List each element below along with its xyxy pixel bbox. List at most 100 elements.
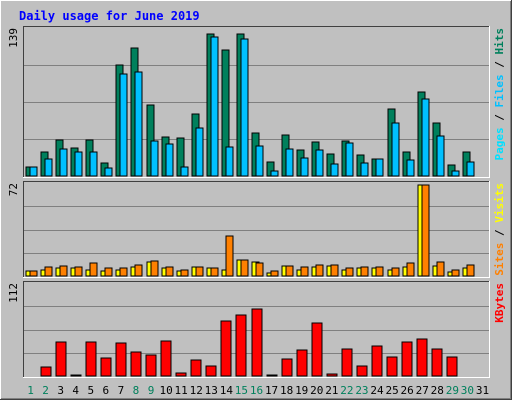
bar-kbytes-day-12 — [190, 359, 202, 377]
bar-kbytes-day-28 — [431, 348, 443, 377]
bar-files-day-18 — [285, 148, 294, 177]
bar-kbytes-day-11 — [175, 372, 187, 377]
bar-kbytes-day-17 — [266, 374, 278, 377]
bar-sites-day-6 — [104, 267, 113, 277]
day-label-27: 27 — [416, 384, 429, 397]
bar-kbytes-day-8 — [130, 351, 142, 377]
bar-sites-day-4 — [74, 266, 83, 277]
day-label-5: 5 — [87, 384, 94, 397]
bar-sites-day-25 — [391, 267, 400, 277]
day-label-16: 16 — [250, 384, 263, 397]
bar-sites-day-21 — [330, 264, 339, 277]
bar-files-day-24 — [375, 158, 384, 177]
bar-files-day-17 — [270, 170, 279, 177]
bar-kbytes-day-15 — [235, 314, 247, 377]
bar-kbytes-day-13 — [205, 365, 217, 377]
series-legend-label: KBytes — [493, 283, 506, 323]
day-label-6: 6 — [103, 384, 110, 397]
bar-sites-day-10 — [165, 266, 174, 277]
y-axis-max-label: 72 — [7, 183, 20, 196]
day-label-20: 20 — [310, 384, 323, 397]
bar-kbytes-day-27 — [416, 338, 428, 377]
bar-files-day-2 — [44, 158, 53, 177]
day-label-26: 26 — [401, 384, 414, 397]
bar-sites-day-23 — [360, 266, 369, 277]
bar-sites-day-11 — [180, 269, 189, 277]
chart-title: Daily usage for June 2019 — [19, 9, 200, 23]
bar-kbytes-day-6 — [100, 357, 112, 377]
bar-kbytes-day-26 — [401, 341, 413, 377]
day-label-12: 12 — [190, 384, 203, 397]
bar-kbytes-day-21 — [326, 373, 338, 377]
bar-kbytes-day-19 — [296, 349, 308, 377]
bar-sites-day-9 — [150, 260, 159, 277]
bar-kbytes-day-5 — [85, 341, 97, 377]
day-label-24: 24 — [370, 384, 384, 397]
bar-kbytes-day-23 — [356, 365, 368, 377]
bar-files-day-13 — [210, 36, 219, 177]
series-legend-label: Sites / Visits — [493, 183, 506, 276]
legend-part: / — [493, 223, 506, 243]
bar-sites-day-30 — [466, 264, 475, 277]
day-label-10: 10 — [159, 384, 172, 397]
legend-part: / — [493, 108, 506, 128]
bar-files-day-20 — [315, 149, 324, 177]
day-label-23: 23 — [355, 384, 368, 397]
bar-sites-day-5 — [89, 262, 98, 277]
day-label-4: 4 — [72, 384, 79, 397]
bar-files-day-12 — [195, 127, 204, 177]
day-label-1: 1 — [27, 384, 34, 397]
bar-files-day-19 — [300, 157, 309, 177]
bar-sites-day-3 — [59, 265, 68, 277]
legend-part: / — [493, 55, 506, 75]
bar-files-day-23 — [360, 162, 369, 177]
day-label-18: 18 — [280, 384, 293, 397]
day-label-9: 9 — [148, 384, 155, 397]
day-label-30: 30 — [461, 384, 474, 397]
bar-files-day-25 — [391, 122, 400, 177]
y-axis-max-label: 112 — [7, 283, 20, 303]
bar-kbytes-day-18 — [281, 358, 293, 377]
bar-kbytes-day-29 — [446, 356, 458, 377]
panel-2: 72 Sites / Visits — [7, 181, 506, 278]
chart-panels: 139 Pages / Files / Hits 72 Sites / Visits 1… — [7, 26, 506, 378]
bar-sites-day-26 — [406, 262, 415, 277]
bar-files-day-11 — [180, 166, 189, 177]
bar-sites-day-2 — [44, 266, 53, 277]
bar-sites-day-20 — [315, 264, 324, 277]
bar-kbytes-day-3 — [55, 341, 67, 377]
bar-files-day-7 — [119, 73, 128, 177]
day-label-13: 13 — [205, 384, 218, 397]
bar-files-day-5 — [89, 151, 98, 177]
bar-files-day-30 — [466, 161, 475, 177]
bar-kbytes-day-20 — [311, 322, 323, 377]
day-label-29: 29 — [446, 384, 459, 397]
bar-sites-day-27 — [421, 184, 430, 277]
day-label-28: 28 — [431, 384, 444, 397]
bar-kbytes-day-24 — [371, 345, 383, 377]
bar-kbytes-day-7 — [115, 342, 127, 377]
bar-files-day-3 — [59, 148, 68, 177]
day-label-11: 11 — [175, 384, 188, 397]
bar-kbytes-day-25 — [386, 356, 398, 377]
legend-part: Visits — [493, 183, 506, 223]
legend-part: KBytes — [493, 283, 506, 323]
bar-files-day-29 — [451, 170, 460, 177]
day-label-25: 25 — [385, 384, 398, 397]
day-label-21: 21 — [325, 384, 338, 397]
bar-kbytes-day-14 — [220, 320, 232, 377]
bar-files-day-16 — [255, 145, 264, 177]
bar-files-day-26 — [406, 159, 415, 177]
bar-sites-day-8 — [134, 264, 143, 277]
day-label-3: 3 — [57, 384, 64, 397]
legend-part: Hits — [493, 28, 506, 55]
bar-kbytes-day-16 — [251, 308, 263, 377]
bar-files-day-28 — [436, 135, 445, 177]
y-axis-max-label: 139 — [7, 28, 20, 48]
x-axis-day-labels: 1 2 3 4 5 6 7 8 9 10 11 12 13 14 15 16 17 18 19 20 21 22 23 24 2… — [27, 384, 489, 397]
day-label-15: 15 — [235, 384, 248, 397]
bar-files-day-4 — [74, 151, 83, 177]
bar-sites-day-22 — [345, 267, 354, 277]
